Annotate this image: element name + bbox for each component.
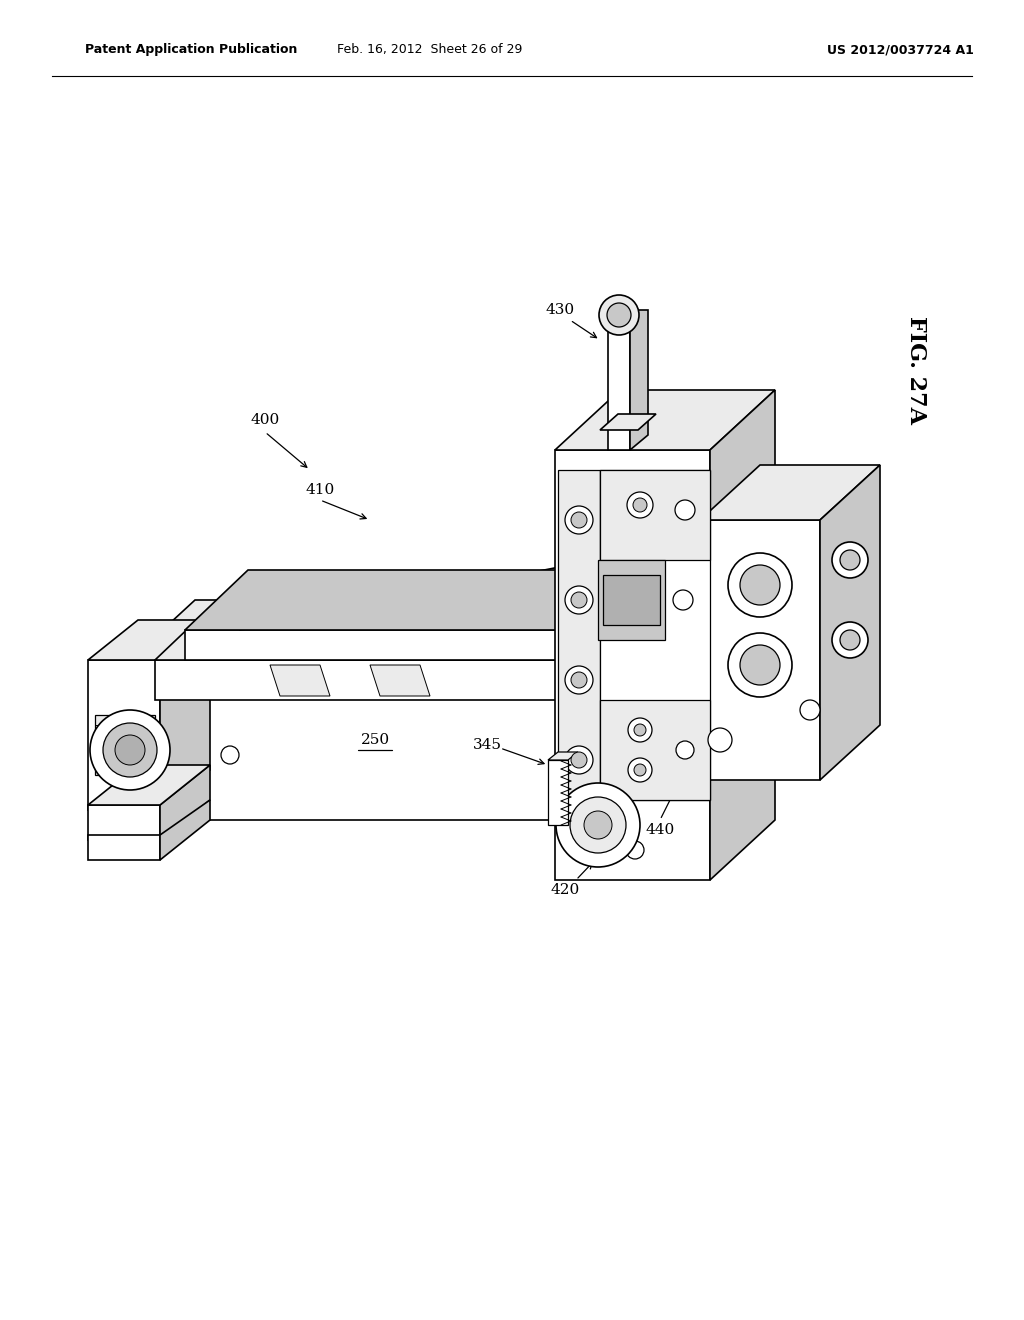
Polygon shape — [185, 630, 595, 660]
Polygon shape — [88, 660, 160, 810]
Polygon shape — [130, 660, 595, 820]
Polygon shape — [598, 560, 665, 640]
Polygon shape — [88, 766, 210, 805]
Text: Patent Application Publication: Patent Application Publication — [85, 44, 297, 57]
Polygon shape — [160, 766, 210, 840]
Circle shape — [740, 565, 780, 605]
Circle shape — [676, 741, 694, 759]
Polygon shape — [88, 620, 210, 660]
Circle shape — [634, 764, 646, 776]
Circle shape — [565, 667, 593, 694]
Circle shape — [571, 752, 587, 768]
Polygon shape — [130, 601, 660, 660]
Polygon shape — [88, 805, 160, 840]
Text: 400: 400 — [251, 413, 280, 426]
Polygon shape — [600, 470, 710, 560]
Circle shape — [571, 512, 587, 528]
Polygon shape — [608, 310, 630, 450]
Polygon shape — [155, 660, 595, 700]
Polygon shape — [710, 389, 775, 880]
Polygon shape — [88, 836, 160, 861]
Circle shape — [607, 304, 631, 327]
Polygon shape — [820, 465, 880, 780]
Polygon shape — [555, 450, 710, 880]
Circle shape — [103, 723, 157, 777]
Circle shape — [565, 746, 593, 774]
Polygon shape — [270, 665, 330, 696]
Polygon shape — [95, 715, 155, 775]
Circle shape — [626, 841, 644, 859]
Circle shape — [628, 718, 652, 742]
Polygon shape — [160, 800, 210, 861]
Circle shape — [740, 645, 780, 685]
Circle shape — [628, 758, 652, 781]
Circle shape — [115, 735, 145, 766]
Polygon shape — [155, 601, 660, 660]
Circle shape — [627, 492, 653, 517]
Circle shape — [571, 591, 587, 609]
Circle shape — [556, 783, 640, 867]
Circle shape — [584, 810, 612, 840]
Circle shape — [831, 622, 868, 657]
Circle shape — [90, 710, 170, 789]
Polygon shape — [555, 389, 775, 450]
Polygon shape — [700, 520, 820, 780]
Polygon shape — [603, 576, 660, 624]
Text: 440: 440 — [645, 822, 675, 837]
Circle shape — [728, 634, 792, 697]
Polygon shape — [600, 470, 710, 800]
Circle shape — [221, 746, 239, 764]
Circle shape — [565, 586, 593, 614]
Polygon shape — [185, 570, 665, 630]
Polygon shape — [370, 665, 430, 696]
Polygon shape — [595, 601, 660, 700]
Polygon shape — [600, 414, 656, 430]
Polygon shape — [548, 752, 578, 760]
Polygon shape — [240, 560, 595, 630]
Text: US 2012/0037724 A1: US 2012/0037724 A1 — [826, 44, 974, 57]
Circle shape — [571, 672, 587, 688]
Polygon shape — [548, 760, 568, 825]
Polygon shape — [700, 465, 880, 520]
Text: FIG. 27A: FIG. 27A — [905, 315, 928, 424]
Circle shape — [708, 729, 732, 752]
Circle shape — [728, 553, 792, 616]
Text: 250: 250 — [360, 733, 389, 747]
Circle shape — [633, 498, 647, 512]
Circle shape — [599, 294, 639, 335]
Polygon shape — [558, 470, 600, 800]
Circle shape — [831, 543, 868, 578]
Circle shape — [570, 797, 626, 853]
Text: 410: 410 — [305, 483, 335, 498]
Text: Feb. 16, 2012  Sheet 26 of 29: Feb. 16, 2012 Sheet 26 of 29 — [337, 44, 522, 57]
Circle shape — [565, 506, 593, 535]
Circle shape — [675, 500, 695, 520]
Text: 420: 420 — [550, 883, 580, 898]
Circle shape — [840, 630, 860, 649]
Text: 345: 345 — [472, 738, 502, 752]
Polygon shape — [600, 700, 710, 800]
Text: 430: 430 — [546, 304, 574, 317]
Circle shape — [634, 723, 646, 737]
Polygon shape — [630, 310, 648, 450]
Polygon shape — [595, 601, 660, 820]
Circle shape — [673, 590, 693, 610]
Circle shape — [800, 700, 820, 719]
Circle shape — [840, 550, 860, 570]
Polygon shape — [160, 620, 210, 810]
